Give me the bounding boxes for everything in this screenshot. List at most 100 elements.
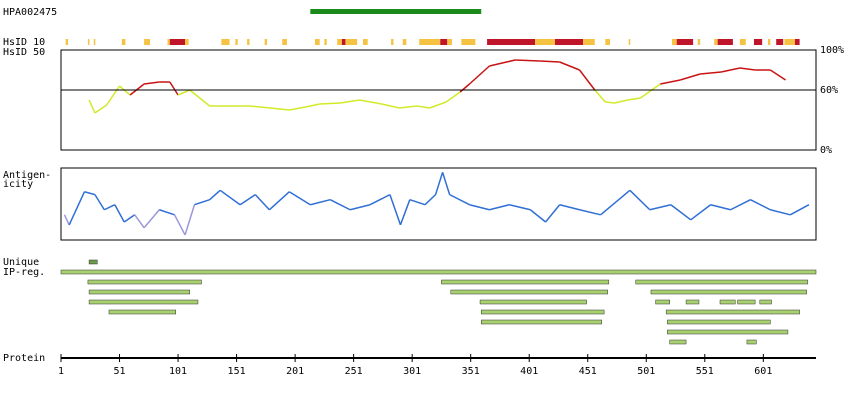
- hsid10-segment: [784, 39, 795, 45]
- ip-region: [665, 309, 800, 315]
- ip-region: [737, 299, 756, 305]
- hsid10-segment: [419, 39, 441, 45]
- antigenicity-segment: [173, 214, 186, 236]
- x-tick-label: 251: [345, 366, 363, 377]
- hsid10-segment: [235, 39, 238, 45]
- identity-segment: [189, 89, 211, 107]
- antigenicity-label: icity: [3, 179, 33, 190]
- ip-region: [635, 279, 809, 285]
- identity-segment: [605, 101, 615, 104]
- ip-region: [759, 299, 772, 305]
- hsid10-segment: [315, 39, 320, 45]
- antigenicity-segment: [730, 199, 751, 211]
- antigenicity-segment: [409, 198, 426, 206]
- antigenicity-segment: [789, 204, 810, 216]
- identity-segment: [445, 91, 461, 103]
- hsid10-segment: [363, 39, 368, 45]
- antigenicity-segment: [114, 204, 125, 223]
- antigenicity-segment: [449, 193, 470, 206]
- antigenicity-segment: [690, 204, 712, 221]
- ip-region: [480, 309, 605, 315]
- identity-segment: [429, 101, 447, 109]
- identity-segment: [515, 59, 540, 62]
- antigenicity-label: Antigen-: [3, 170, 51, 181]
- identity-segment: [381, 103, 400, 109]
- antigenicity-segment: [123, 214, 136, 223]
- hsid10-segment: [345, 39, 358, 45]
- hsid10-segment: [185, 39, 189, 45]
- hsid10-segment: [264, 39, 268, 45]
- identity-segment: [106, 85, 121, 106]
- identity-segment: [739, 67, 756, 71]
- identity-segment: [319, 102, 341, 105]
- hsid10-segment: [337, 39, 342, 45]
- antigenicity-segment: [184, 204, 196, 236]
- hsid10-segment: [487, 39, 536, 45]
- y-tick-label: 100%: [820, 45, 844, 56]
- identity-segment: [94, 104, 108, 114]
- hsid10-segment: [247, 39, 250, 45]
- antigenicity-segment: [770, 209, 791, 216]
- antigenicity-segment: [68, 191, 86, 226]
- identity-segment: [270, 107, 290, 111]
- antigenicity-segment: [559, 203, 580, 211]
- y-tick-label: 60%: [820, 85, 838, 96]
- hsid10-segment: [714, 39, 718, 45]
- antigenicity-segment: [219, 189, 241, 206]
- identity-segment: [144, 81, 160, 85]
- antigenicity-segment: [509, 203, 531, 211]
- identity-frame: [60, 49, 817, 151]
- hsid10-segment: [461, 39, 476, 45]
- ip-region: [746, 339, 757, 345]
- ip-region: [108, 309, 176, 315]
- identity-segment: [700, 71, 722, 75]
- antigenicity-frame: [60, 167, 817, 241]
- identity-segment: [559, 61, 580, 71]
- x-tick-label: 1: [58, 366, 64, 377]
- ip-region: [685, 299, 700, 305]
- hsid10-segment: [776, 39, 784, 45]
- antigenicity-segment: [288, 191, 311, 206]
- x-tick-label: 501: [637, 366, 655, 377]
- hsid10-segment: [768, 39, 771, 45]
- antigenicity-segment: [134, 214, 145, 229]
- hsid50-label: HsID 50: [3, 47, 45, 58]
- identity-segment: [769, 69, 786, 81]
- x-tick-label: 51: [114, 366, 126, 377]
- antigenicity-segment: [268, 191, 290, 211]
- identity-segment: [416, 105, 430, 109]
- antigenicity-segment: [369, 193, 391, 206]
- identity-segment: [359, 99, 382, 105]
- hsid10-segment: [628, 39, 631, 45]
- identity-segment: [88, 99, 96, 114]
- identity-segment: [289, 106, 306, 111]
- antigenicity-segment: [750, 199, 771, 211]
- ip-region: [650, 289, 807, 295]
- identity-segment: [177, 89, 191, 96]
- hsid10-segment: [282, 39, 287, 45]
- hsid10-segment: [167, 39, 170, 45]
- identity-segment: [399, 105, 417, 109]
- ip-region: [88, 299, 199, 305]
- antigenicity-segment: [194, 198, 210, 206]
- identity-segment: [469, 65, 490, 85]
- antigenicity-segment: [84, 191, 96, 196]
- hsid10-segment: [753, 39, 763, 45]
- antigenicity-segment: [545, 204, 561, 223]
- antigenicity-segment: [143, 209, 160, 229]
- hsid10-segment: [144, 39, 150, 45]
- x-tick-label: 551: [696, 366, 714, 377]
- antigenicity-segment: [310, 198, 331, 206]
- antigenicity-segment: [329, 199, 351, 211]
- hsid10-label: HsID 10: [3, 37, 45, 48]
- hsid10-segment: [87, 39, 90, 45]
- hsid10-segment: [554, 39, 584, 45]
- identity-segment: [340, 99, 360, 104]
- identity-segment: [660, 79, 681, 85]
- ip-label: IP-reg.: [3, 267, 45, 278]
- hsid10-segment: [535, 39, 555, 45]
- identity-segment: [578, 69, 596, 91]
- identity-segment: [680, 73, 701, 81]
- hsid10-segment: [672, 39, 677, 45]
